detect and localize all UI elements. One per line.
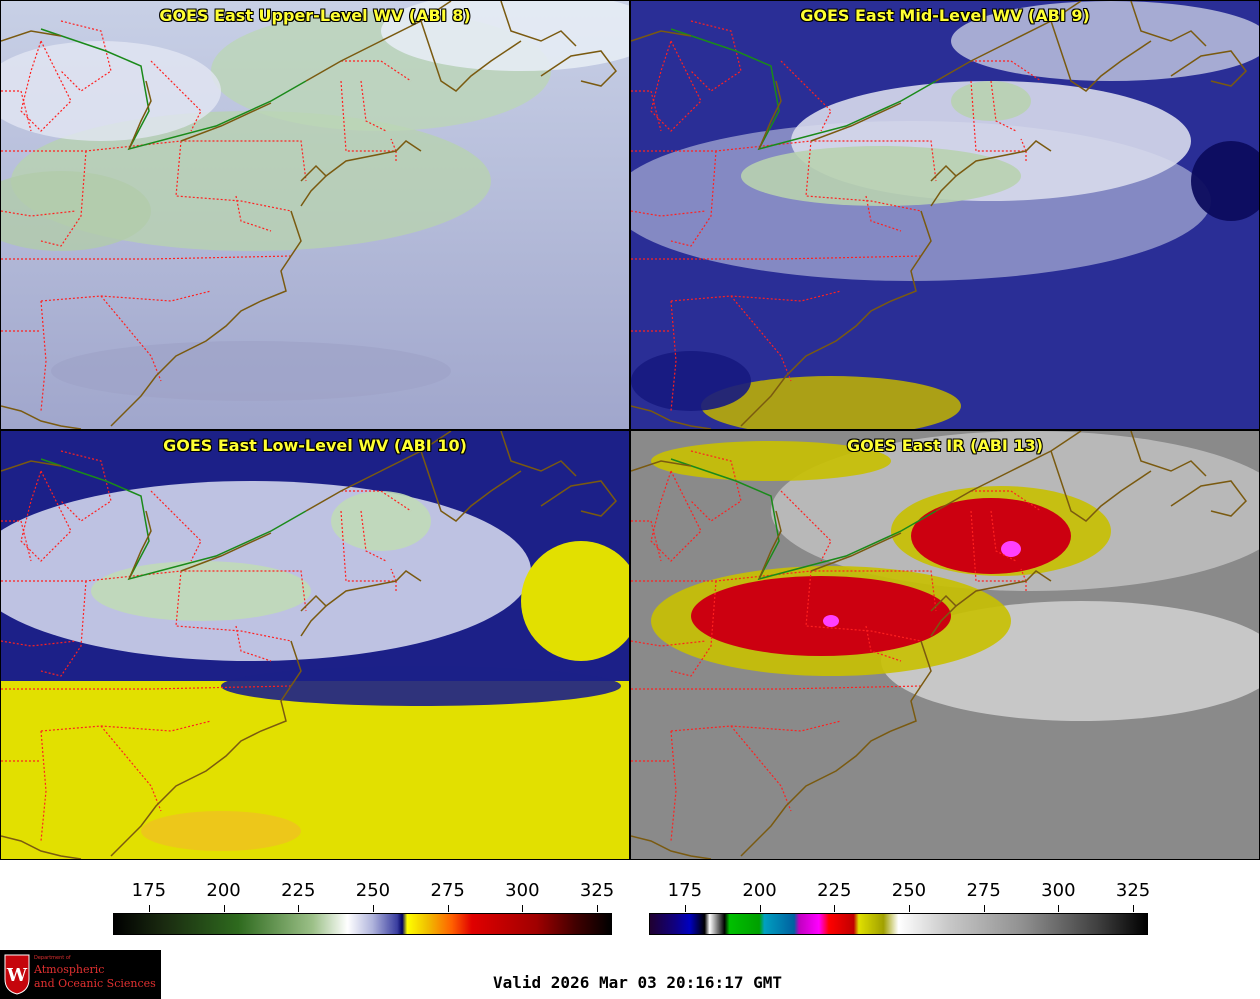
colorbar-tick-mark — [148, 905, 150, 912]
colorbar-tick-label: 325 — [579, 880, 615, 901]
colorbar-tick-label: 175 — [131, 880, 167, 901]
colorbar-tick-mark — [834, 905, 836, 912]
map-panel-ir: GOES East IR (ABI 13) — [630, 430, 1260, 860]
colorbar-tick-label: 225 — [817, 880, 852, 901]
colorbar-tick-label: 200 — [206, 880, 241, 901]
valid-time: Valid 2026 Mar 03 20:16:17 GMT — [493, 973, 782, 992]
aos-logo: W Department of Atmospheric and Oceanic … — [0, 950, 161, 999]
map-panel-upper-wv: GOES East Upper-Level WV (ABI 8) — [0, 0, 630, 430]
colorbar-tick-mark — [908, 905, 910, 912]
colorbar-tick-mark — [223, 905, 225, 912]
crest-letter: W — [6, 965, 28, 986]
colorbar-tick-mark — [684, 905, 686, 912]
colorbar-tick-mark — [447, 905, 449, 912]
logo-dept-text: Department of — [34, 955, 71, 961]
colorbar-wv-ticks: 175 200 225 250 275 300 325 — [113, 878, 615, 912]
uw-crest-icon: W — [4, 954, 30, 995]
colorbar-ir-ticks: 175 200 225 250 275 300 325 — [649, 878, 1151, 912]
map-image-low-wv — [1, 431, 629, 859]
map-image-upper-wv — [1, 1, 629, 429]
colorbar-tick-label: 275 — [966, 880, 1001, 901]
map-panel-low-wv: GOES East Low-Level WV (ABI 10) — [0, 430, 630, 860]
colorbar-tick-label: 275 — [430, 880, 465, 901]
colorbar-tick-mark — [1133, 905, 1135, 912]
colorbar-tick-mark — [983, 905, 985, 912]
logo-line2: and Oceanic Sciences — [34, 977, 156, 990]
map-image-mid-wv — [631, 1, 1259, 429]
colorbar-wv: 175 200 225 250 275 300 325 — [113, 878, 615, 935]
colorbar-tick-mark — [759, 905, 761, 912]
colorbar-tick-mark — [597, 905, 599, 912]
map-panel-mid-wv: GOES East Mid-Level WV (ABI 9) — [630, 0, 1260, 430]
colorbar-tick-mark — [1058, 905, 1060, 912]
colorbar-tick-mark — [298, 905, 300, 912]
map-image-ir — [631, 431, 1259, 859]
colorbar-ir-gradient — [649, 913, 1148, 935]
colorbar-tick-label: 300 — [505, 880, 540, 901]
colorbar-tick-label: 200 — [742, 880, 777, 901]
colorbar-tick-label: 300 — [1041, 880, 1076, 901]
colorbar-tick-mark — [372, 905, 374, 912]
colorbar-tick-label: 225 — [281, 880, 316, 901]
colorbar-tick-label: 325 — [1115, 880, 1151, 901]
colorbar-tick-mark — [522, 905, 524, 912]
colorbar-tick-label: 250 — [891, 880, 927, 901]
colorbar-wv-gradient — [113, 913, 612, 935]
logo-line1: Atmospheric — [34, 963, 105, 976]
panel-title: GOES East Upper-Level WV (ABI 8) — [159, 6, 471, 25]
panel-title: GOES East Low-Level WV (ABI 10) — [163, 436, 467, 455]
colorbar-tick-label: 175 — [667, 880, 703, 901]
colorbar-tick-label: 250 — [355, 880, 391, 901]
colorbar-ir: 175 200 225 250 275 300 325 — [649, 878, 1151, 935]
panel-title: GOES East IR (ABI 13) — [846, 436, 1044, 455]
panel-title: GOES East Mid-Level WV (ABI 9) — [800, 6, 1090, 25]
